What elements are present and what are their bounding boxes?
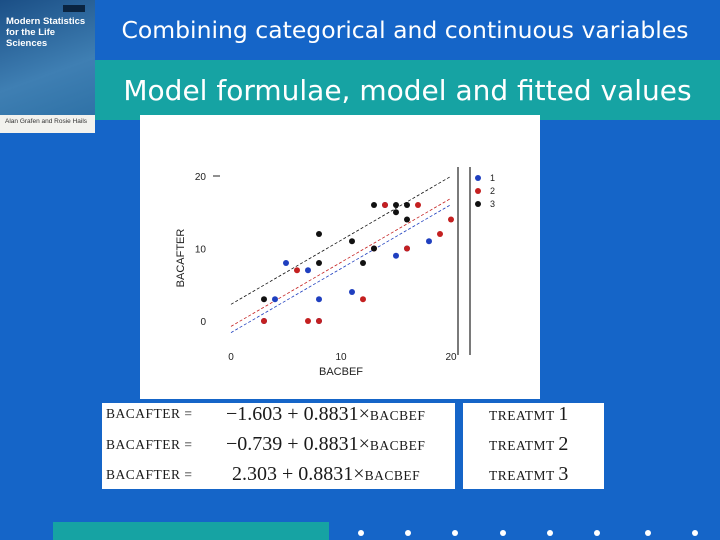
fitted-line-1 <box>230 204 452 333</box>
data-point-3 <box>316 260 322 266</box>
x-tick-label: 20 <box>445 352 457 363</box>
data-point-2 <box>294 267 300 274</box>
data-point-3 <box>316 231 322 237</box>
footer-dot <box>594 530 600 536</box>
treatment-label-row: TREATMT 2 <box>489 433 569 456</box>
data-point-1 <box>349 289 355 295</box>
fitted-line-3 <box>230 175 452 305</box>
data-point-3 <box>261 296 267 303</box>
equation-variable: BACBEF <box>369 408 426 423</box>
data-point-2 <box>360 296 366 303</box>
data-point-1 <box>393 252 399 259</box>
legend-marker-1 <box>475 175 481 181</box>
book-cover-image: Modern Statistics for the Life Sciences … <box>0 0 95 133</box>
data-point-3 <box>360 260 366 266</box>
x-tick-label: 10 <box>335 352 347 363</box>
data-point-2 <box>261 318 267 324</box>
treatment-label: TREATMT <box>489 438 555 453</box>
y-tick-label: 20 <box>195 172 207 183</box>
data-point-1 <box>426 238 432 245</box>
scatter-chart: 0 10 20 0 10 20 BACBEF BACAFTER 1 2 3 <box>175 167 495 378</box>
data-point-1 <box>316 296 322 303</box>
equation-plus: + <box>287 403 299 425</box>
footer-dot <box>692 530 698 536</box>
treatment-label: TREATMT <box>489 468 555 483</box>
data-point-1 <box>305 267 311 274</box>
treatment-label: TREATMT <box>489 408 555 423</box>
equation-slope: 0.8831 <box>303 403 359 425</box>
equation-rhs: −1.603 + 0.8831×BACBEF <box>226 403 425 426</box>
footer-dot <box>645 530 651 536</box>
treatment-number: 1 <box>558 403 569 425</box>
slide-title: Combining categorical and continuous var… <box>121 16 689 44</box>
legend-marker-2 <box>475 188 481 194</box>
equation-plus: + <box>282 463 294 485</box>
treatment-number: 3 <box>558 463 569 485</box>
data-point-2 <box>437 231 443 237</box>
equations-panel: BACAFTER = −1.603 + 0.8831×BACBEF BACAFT… <box>102 403 455 489</box>
legend-label: 3 <box>490 199 495 209</box>
data-point-3 <box>404 202 410 208</box>
data-point-1 <box>272 296 278 303</box>
footer-dot <box>547 530 553 536</box>
equation-plus: + <box>287 433 299 455</box>
y-axis-label: BACAFTER <box>175 229 187 288</box>
footer-dot <box>405 530 411 536</box>
data-point-3 <box>371 202 377 208</box>
book-authors: Alan Grafen and Rosie Hails <box>5 118 88 125</box>
data-point-2 <box>415 202 421 208</box>
equation-intercept: −0.739 <box>226 433 283 455</box>
data-point-3 <box>393 209 399 216</box>
equation-intercept: −1.603 <box>226 403 283 425</box>
footer-dot <box>358 530 364 536</box>
data-point-3 <box>349 238 355 245</box>
data-point-2 <box>448 216 454 223</box>
treatment-label-row: TREATMT 1 <box>489 403 569 426</box>
book-title: Modern Statistics for the Life Sciences <box>6 16 86 49</box>
treatment-number: 2 <box>558 433 569 455</box>
equation-times: × <box>358 433 370 455</box>
data-point-3 <box>393 202 399 208</box>
footer-dot <box>500 530 506 536</box>
data-point-2 <box>404 245 410 252</box>
equation-lhs: BACAFTER = <box>106 437 193 452</box>
equation-times: × <box>358 403 370 425</box>
legend-label: 2 <box>490 186 495 196</box>
x-tick-label: 0 <box>228 352 234 363</box>
publisher-mark <box>63 5 85 12</box>
author-band <box>0 115 95 133</box>
footer-dot <box>452 530 458 536</box>
x-axis-label: BACBEF <box>319 366 363 378</box>
legend-marker-3 <box>475 201 481 207</box>
treatment-label-row: TREATMT 3 <box>489 463 569 486</box>
equation-intercept: 2.303 <box>232 463 277 485</box>
equation-slope: 0.8831 <box>303 433 359 455</box>
scatter-plot-panel: 0 10 20 0 10 20 BACBEF BACAFTER 1 2 3 <box>140 115 540 399</box>
slide-subtitle: Model formulae, model and fitted values <box>123 74 692 107</box>
equation-lhs: BACAFTER = <box>106 467 193 482</box>
data-point-2 <box>382 202 388 208</box>
data-point-2 <box>305 318 311 324</box>
equation-slope: 0.8831 <box>298 463 354 485</box>
equation-lhs: BACAFTER = <box>106 406 193 421</box>
equation-variable: BACBEF <box>369 438 426 453</box>
equation-rhs: −0.739 + 0.8831×BACBEF <box>226 433 425 456</box>
fitted-line-2 <box>230 197 452 327</box>
y-tick-label: 0 <box>200 317 206 328</box>
subtitle-band <box>95 60 720 120</box>
equation-times: × <box>353 463 365 485</box>
data-point-2 <box>316 318 322 324</box>
equation-variable: BACBEF <box>364 468 421 483</box>
y-tick-label: 10 <box>195 245 207 256</box>
treatment-panel: TREATMT 1 TREATMT 2 TREATMT 3 <box>463 403 604 489</box>
footer-bar <box>53 522 329 540</box>
data-point-3 <box>404 216 410 223</box>
legend-label: 1 <box>490 173 495 183</box>
data-point-1 <box>283 260 289 266</box>
data-point-3 <box>371 245 377 252</box>
equation-rhs: 2.303 + 0.8831×BACBEF <box>232 463 420 486</box>
